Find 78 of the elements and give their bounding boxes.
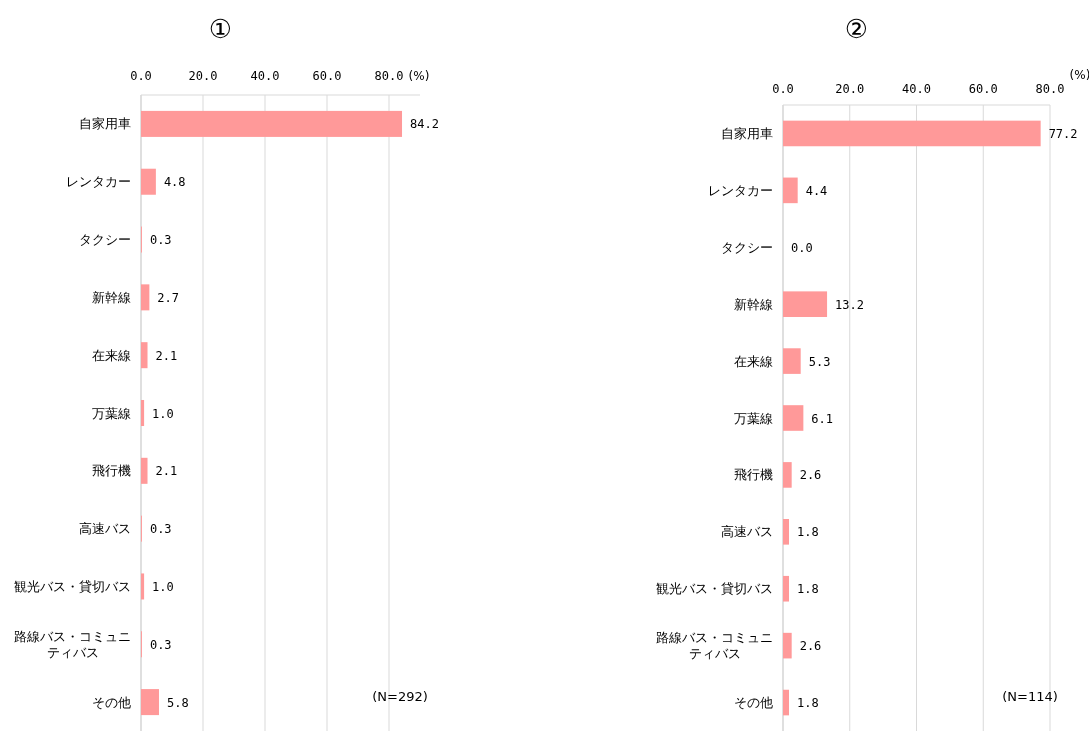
data-label: 84.2 (410, 117, 439, 132)
bar (141, 573, 145, 600)
data-label: 0.3 (149, 233, 172, 248)
data-label: 4.4 (805, 183, 828, 198)
x-tick-label: 0.0 (772, 82, 794, 96)
data-label: 0.3 (149, 637, 172, 652)
y-tick-label: 在来線 (734, 353, 773, 369)
bar (141, 110, 403, 137)
data-label: 2.7 (157, 290, 180, 305)
data-label: 2.6 (799, 468, 822, 483)
y-tick-label: 高速バス (721, 524, 773, 540)
y-tick-label: 万葉線 (92, 405, 131, 421)
y-tick-label: 新幹線 (92, 289, 131, 305)
y-tick-label: 在来線 (92, 347, 131, 363)
bar (783, 575, 790, 602)
bar (783, 462, 792, 488)
y-tick-label: 飛行機 (92, 463, 131, 479)
y-tick-label: その他 (92, 694, 131, 710)
data-label: 4.8 (163, 175, 186, 190)
y-tick-label: 自家用車 (79, 116, 131, 132)
y-tick-label: その他 (734, 695, 773, 711)
bar (783, 291, 828, 317)
y-tick-label: 飛行機 (734, 467, 773, 483)
bar (141, 399, 145, 427)
chart-title: ① (208, 13, 233, 44)
x-tick-label: 60.0 (312, 69, 342, 83)
y-tick-label: 観光バス・貸切バス (14, 578, 131, 594)
bar (783, 120, 1041, 147)
x-tick-label: 60.0 (968, 82, 998, 96)
data-label: 0.0 (791, 240, 813, 255)
x-axis-title: (%) (408, 69, 430, 83)
data-label: 13.2 (835, 297, 864, 312)
x-tick-label: 80.0 (1035, 82, 1065, 96)
x-tick-label: 40.0 (250, 69, 280, 83)
data-label: 5.8 (166, 695, 189, 710)
y-tick-label: レンタカー (66, 174, 131, 190)
data-label: 1.8 (797, 525, 819, 540)
data-label: 2.6 (799, 639, 822, 654)
x-tick-label: 80.0 (374, 69, 404, 83)
x-axis-title: (%) (1069, 68, 1089, 82)
annotation: (N=114) (1002, 689, 1058, 704)
bar (141, 168, 156, 195)
data-label: 1.0 (152, 406, 174, 421)
data-label: 1.0 (152, 579, 174, 594)
bar (141, 689, 159, 716)
y-tick-label: 高速バス (79, 521, 131, 537)
y-tick-label: レンタカー (708, 182, 773, 198)
y-tick-label: 路線バス・コミュニティバス (14, 628, 131, 660)
data-label: 1.8 (797, 582, 819, 597)
data-label: 2.1 (155, 464, 178, 479)
bar (783, 689, 790, 716)
data-label: 5.3 (808, 354, 831, 369)
y-tick-label: タクシー (79, 232, 131, 248)
bar (141, 342, 148, 369)
y-tick-label: 新幹線 (734, 296, 773, 312)
chart-title: ② (844, 13, 869, 44)
bar (783, 348, 801, 374)
x-tick-label: 20.0 (835, 82, 865, 96)
y-tick-label: 自家用車 (721, 125, 773, 141)
data-label: 1.8 (797, 696, 819, 711)
y-tick-label: 万葉線 (734, 410, 773, 426)
data-label: 0.3 (149, 522, 172, 537)
bar (141, 284, 150, 311)
bar (783, 632, 792, 659)
x-tick-label: 40.0 (902, 82, 931, 96)
x-tick-label: 0.0 (130, 69, 152, 83)
y-tick-label: タクシー (721, 239, 773, 255)
bar (783, 177, 798, 204)
data-label: 2.1 (155, 348, 178, 363)
y-tick-label: 路線バス・コミュニティバス (656, 630, 773, 662)
bar (783, 519, 790, 545)
data-label: 6.1 (811, 411, 834, 426)
x-tick-label: 20.0 (188, 69, 218, 83)
bar (783, 405, 804, 431)
annotation: (N=292) (372, 689, 428, 704)
y-tick-label: 観光バス・貸切バス (656, 581, 773, 597)
bar (141, 457, 148, 484)
data-label: 77.2 (1048, 126, 1078, 141)
